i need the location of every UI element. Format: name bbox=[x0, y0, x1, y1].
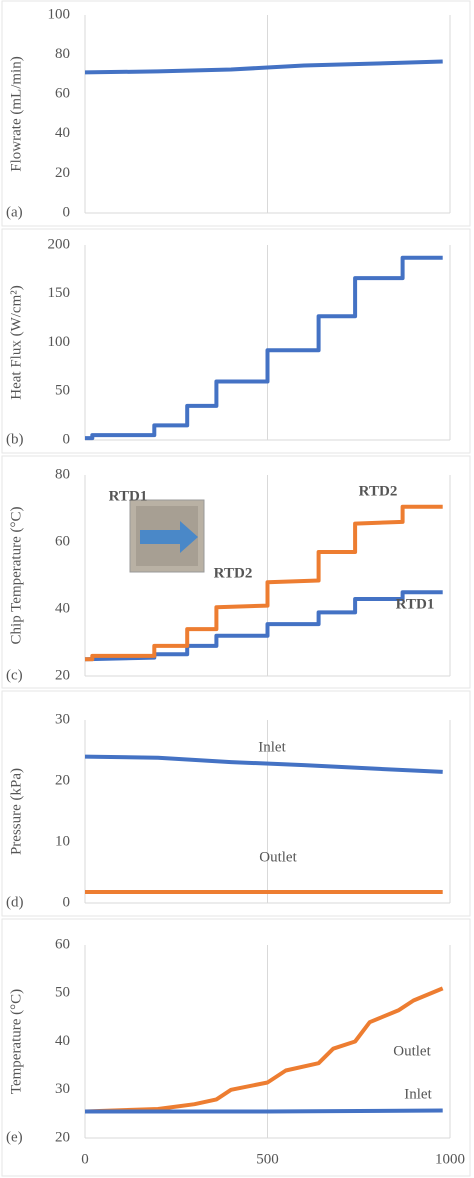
inset-photo bbox=[130, 500, 204, 572]
y-axis-title: Chip Temperature (°C) bbox=[8, 507, 24, 645]
y-axis-title: Heat Flux (W/cm²) bbox=[8, 285, 24, 399]
x-tick-label: 1000 bbox=[435, 1151, 465, 1167]
series-label: Inlet bbox=[404, 1086, 432, 1102]
panel-label: (e) bbox=[6, 1129, 23, 1145]
y-tick-label: 0 bbox=[63, 431, 71, 447]
y-tick-label: 200 bbox=[48, 236, 71, 252]
y-tick-label: 60 bbox=[55, 86, 70, 102]
y-tick-label: 20 bbox=[55, 772, 70, 788]
panel-label: (c) bbox=[6, 667, 23, 683]
panel-frame bbox=[2, 229, 470, 453]
series-line bbox=[85, 62, 443, 73]
y-tick-label: 100 bbox=[48, 334, 71, 350]
panel-frame bbox=[2, 691, 470, 916]
series-label: Outlet bbox=[259, 849, 297, 865]
annotation: RTD1 bbox=[109, 488, 148, 504]
panel-frame bbox=[2, 1, 470, 226]
y-tick-label: 80 bbox=[55, 466, 70, 482]
y-tick-label: 0 bbox=[63, 204, 71, 220]
y-tick-label: 0 bbox=[63, 894, 71, 910]
y-tick-label: 80 bbox=[55, 46, 70, 62]
y-tick-label: 10 bbox=[55, 833, 70, 849]
y-tick-label: 20 bbox=[55, 667, 70, 683]
y-tick-label: 20 bbox=[55, 1129, 70, 1145]
x-tick-label: 500 bbox=[256, 1151, 279, 1167]
y-tick-label: 150 bbox=[48, 285, 71, 301]
series-line bbox=[85, 592, 443, 659]
y-tick-label: 30 bbox=[55, 1081, 70, 1097]
y-tick-label: 50 bbox=[55, 985, 70, 1001]
panel-label: (d) bbox=[6, 894, 24, 910]
y-tick-label: 40 bbox=[55, 1033, 70, 1049]
y-axis-title: Temperature (°C) bbox=[8, 989, 24, 1094]
y-axis-title: Pressure (kPa) bbox=[8, 768, 24, 855]
series-label: RTD2 bbox=[359, 483, 398, 499]
series-label: Outlet bbox=[393, 1043, 431, 1059]
y-tick-label: 60 bbox=[55, 936, 70, 952]
y-tick-label: 40 bbox=[55, 125, 70, 141]
series-line bbox=[85, 988, 443, 1111]
panel-label: (a) bbox=[6, 204, 23, 220]
y-tick-label: 40 bbox=[55, 600, 70, 616]
panel-label: (b) bbox=[6, 431, 24, 447]
series-line bbox=[85, 757, 443, 772]
y-tick-label: 60 bbox=[55, 533, 70, 549]
y-axis-title: Flowrate (mL/min) bbox=[8, 56, 24, 171]
annotation: RTD2 bbox=[214, 565, 253, 581]
y-tick-label: 100 bbox=[48, 6, 71, 22]
series-label: RTD1 bbox=[396, 596, 435, 612]
figure: 020406080100Flowrate (mL/min)(a)05010015… bbox=[0, 0, 474, 1178]
y-tick-label: 20 bbox=[55, 165, 70, 181]
x-tick-label: 0 bbox=[81, 1151, 89, 1167]
series-line bbox=[85, 258, 443, 438]
series-line bbox=[85, 1111, 443, 1112]
y-tick-label: 50 bbox=[55, 383, 70, 399]
y-tick-label: 30 bbox=[55, 711, 70, 727]
series-label: Inlet bbox=[258, 739, 286, 755]
